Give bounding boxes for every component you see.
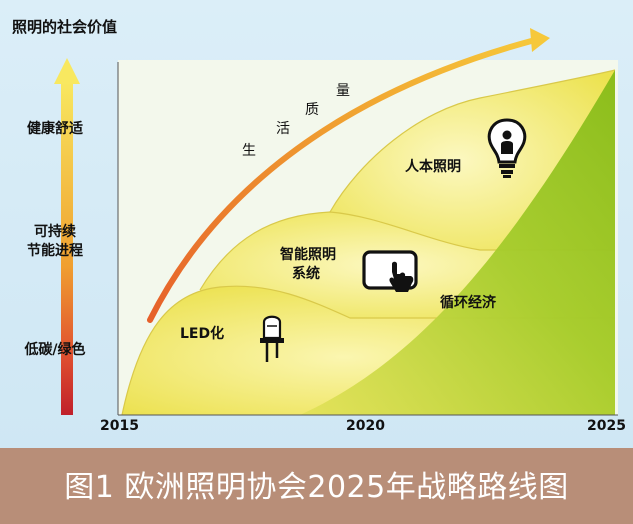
x-tick-2025: 2025 bbox=[587, 418, 626, 434]
level-sustainable-energy: 可持续 节能进程 bbox=[8, 223, 102, 261]
figure-caption: 图1 欧洲照明协会2025年战略路线图 bbox=[64, 470, 569, 505]
person-bulb-icon bbox=[487, 118, 527, 178]
roadmap-graphic bbox=[54, 28, 618, 416]
arrow-text-char: 质 bbox=[305, 102, 319, 118]
x-tick-2015: 2015 bbox=[100, 418, 139, 434]
quality-of-life-arrow bbox=[147, 37, 538, 323]
stage-circular-economy-label: 循环经济 bbox=[440, 295, 496, 311]
level-health-comfort: 健康舒适 bbox=[27, 121, 83, 137]
stage-smart-lighting-label: 智能照明 系统 bbox=[280, 246, 336, 284]
stage-led-label: LED化 bbox=[180, 326, 225, 342]
arrow-text-char: 量 bbox=[336, 83, 350, 99]
x-tick-2020: 2020 bbox=[346, 418, 385, 434]
region-boundary bbox=[121, 285, 615, 416]
level-low-carbon: 低碳/绿色 bbox=[24, 342, 86, 358]
stage-human-centric-label: 人本照明 bbox=[405, 159, 461, 175]
led-bulb-icon bbox=[260, 315, 284, 362]
region-boundary bbox=[329, 69, 616, 213]
caption-bar bbox=[0, 448, 633, 524]
touchscreen-hand-icon bbox=[362, 250, 418, 292]
stage-line: 智能照明 bbox=[280, 247, 336, 263]
level-line: 节能进程 bbox=[27, 243, 83, 259]
stage-line: 系统 bbox=[292, 266, 320, 282]
level-line: 可持续 bbox=[34, 224, 76, 240]
value-bar bbox=[61, 82, 73, 415]
y-axis-title: 照明的社会价值 bbox=[12, 18, 118, 36]
arrow-text-char: 活 bbox=[276, 121, 290, 137]
arrow-text-char: 生 bbox=[242, 143, 256, 159]
quality-of-life-arrowhead bbox=[530, 28, 550, 52]
circular-economy-region bbox=[300, 70, 615, 415]
value-bar-arrow bbox=[54, 58, 80, 84]
